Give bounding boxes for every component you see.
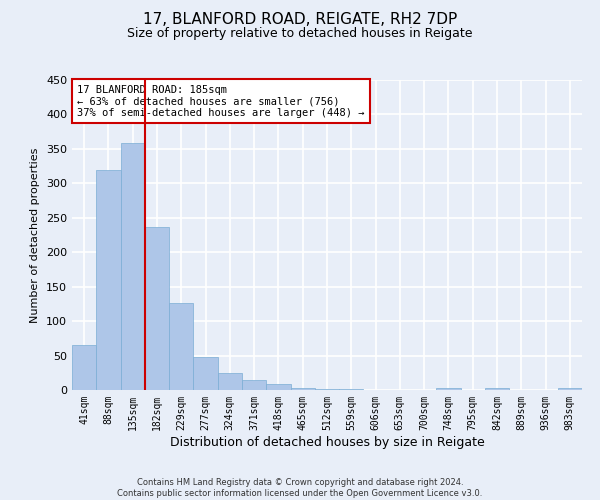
Bar	[145, 228, 169, 390]
Bar	[266, 384, 290, 390]
Bar	[242, 380, 266, 390]
Bar	[96, 170, 121, 390]
Y-axis label: Number of detached properties: Number of detached properties	[31, 148, 40, 322]
X-axis label: Distribution of detached houses by size in Reigate: Distribution of detached houses by size …	[170, 436, 484, 448]
Bar	[169, 303, 193, 390]
Bar	[121, 144, 145, 390]
Text: 17 BLANFORD ROAD: 185sqm
← 63% of detached houses are smaller (756)
37% of semi-: 17 BLANFORD ROAD: 185sqm ← 63% of detach…	[77, 84, 365, 118]
Bar	[558, 388, 582, 390]
Bar	[72, 345, 96, 390]
Bar	[436, 388, 461, 390]
Bar	[193, 357, 218, 390]
Text: Contains HM Land Registry data © Crown copyright and database right 2024.
Contai: Contains HM Land Registry data © Crown c…	[118, 478, 482, 498]
Text: 17, BLANFORD ROAD, REIGATE, RH2 7DP: 17, BLANFORD ROAD, REIGATE, RH2 7DP	[143, 12, 457, 28]
Bar	[290, 388, 315, 390]
Bar	[485, 388, 509, 390]
Text: Size of property relative to detached houses in Reigate: Size of property relative to detached ho…	[127, 28, 473, 40]
Bar	[218, 373, 242, 390]
